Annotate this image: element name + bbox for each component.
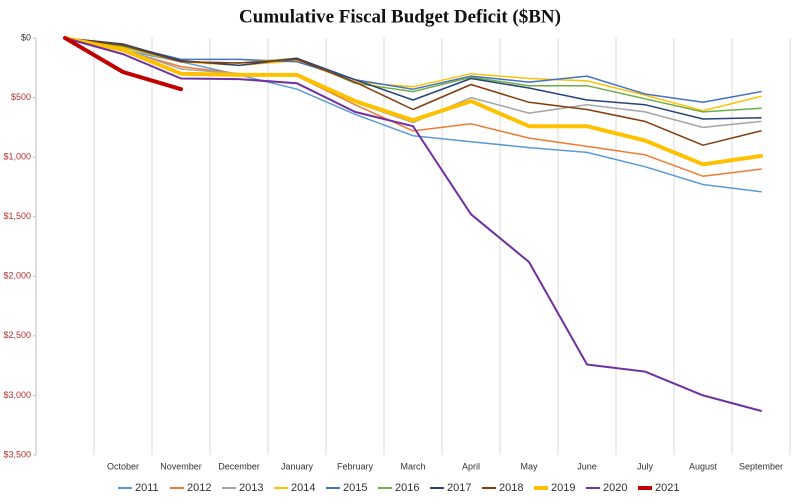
y-tick-label: $0 [21, 32, 31, 42]
x-tick-label: November [160, 461, 202, 471]
series-line [64, 37, 762, 129]
legend-label: 2020 [603, 482, 627, 494]
x-tick-label: July [637, 461, 654, 471]
legend-label: 2014 [291, 482, 315, 494]
series-line [64, 37, 762, 412]
y-tick-label: $2,500 [3, 330, 31, 340]
series-line [64, 37, 762, 113]
x-tick-label: January [281, 461, 314, 471]
y-tick-label: $2,000 [3, 271, 31, 281]
legend-label: 2018 [499, 482, 523, 494]
legend-label: 2013 [239, 482, 263, 494]
x-tick-label: August [689, 461, 718, 471]
x-tick-label: April [462, 461, 480, 471]
legend-label: 2011 [135, 482, 159, 494]
y-tick-label: $1,000 [3, 152, 31, 162]
chart-title: Cumulative Fiscal Budget Deficit ($BN) [239, 6, 561, 27]
legend-label: 2021 [655, 482, 679, 494]
legend-label: 2017 [447, 482, 471, 494]
x-tick-label: October [107, 461, 139, 471]
series-line [64, 37, 762, 177]
y-tick-label: $1,500 [3, 211, 31, 221]
series-line [63, 36, 763, 167]
x-tick-label: December [218, 461, 260, 471]
series-line [64, 37, 762, 146]
y-tick-label: $500 [11, 92, 31, 102]
x-tick-label: June [577, 461, 597, 471]
series-line [63, 36, 183, 92]
legend-label: 2012 [187, 482, 211, 494]
y-tick-label: $3,500 [3, 449, 31, 459]
x-tick-label: May [520, 461, 538, 471]
x-tick-label: February [337, 461, 374, 471]
legend-label: 2019 [551, 482, 575, 494]
x-tick-label: September [739, 461, 783, 471]
x-tick-label: March [400, 461, 425, 471]
y-tick-label: $3,000 [3, 390, 31, 400]
series-line [64, 37, 762, 120]
series-line [64, 37, 762, 104]
legend-label: 2015 [343, 482, 367, 494]
legend-label: 2016 [395, 482, 419, 494]
